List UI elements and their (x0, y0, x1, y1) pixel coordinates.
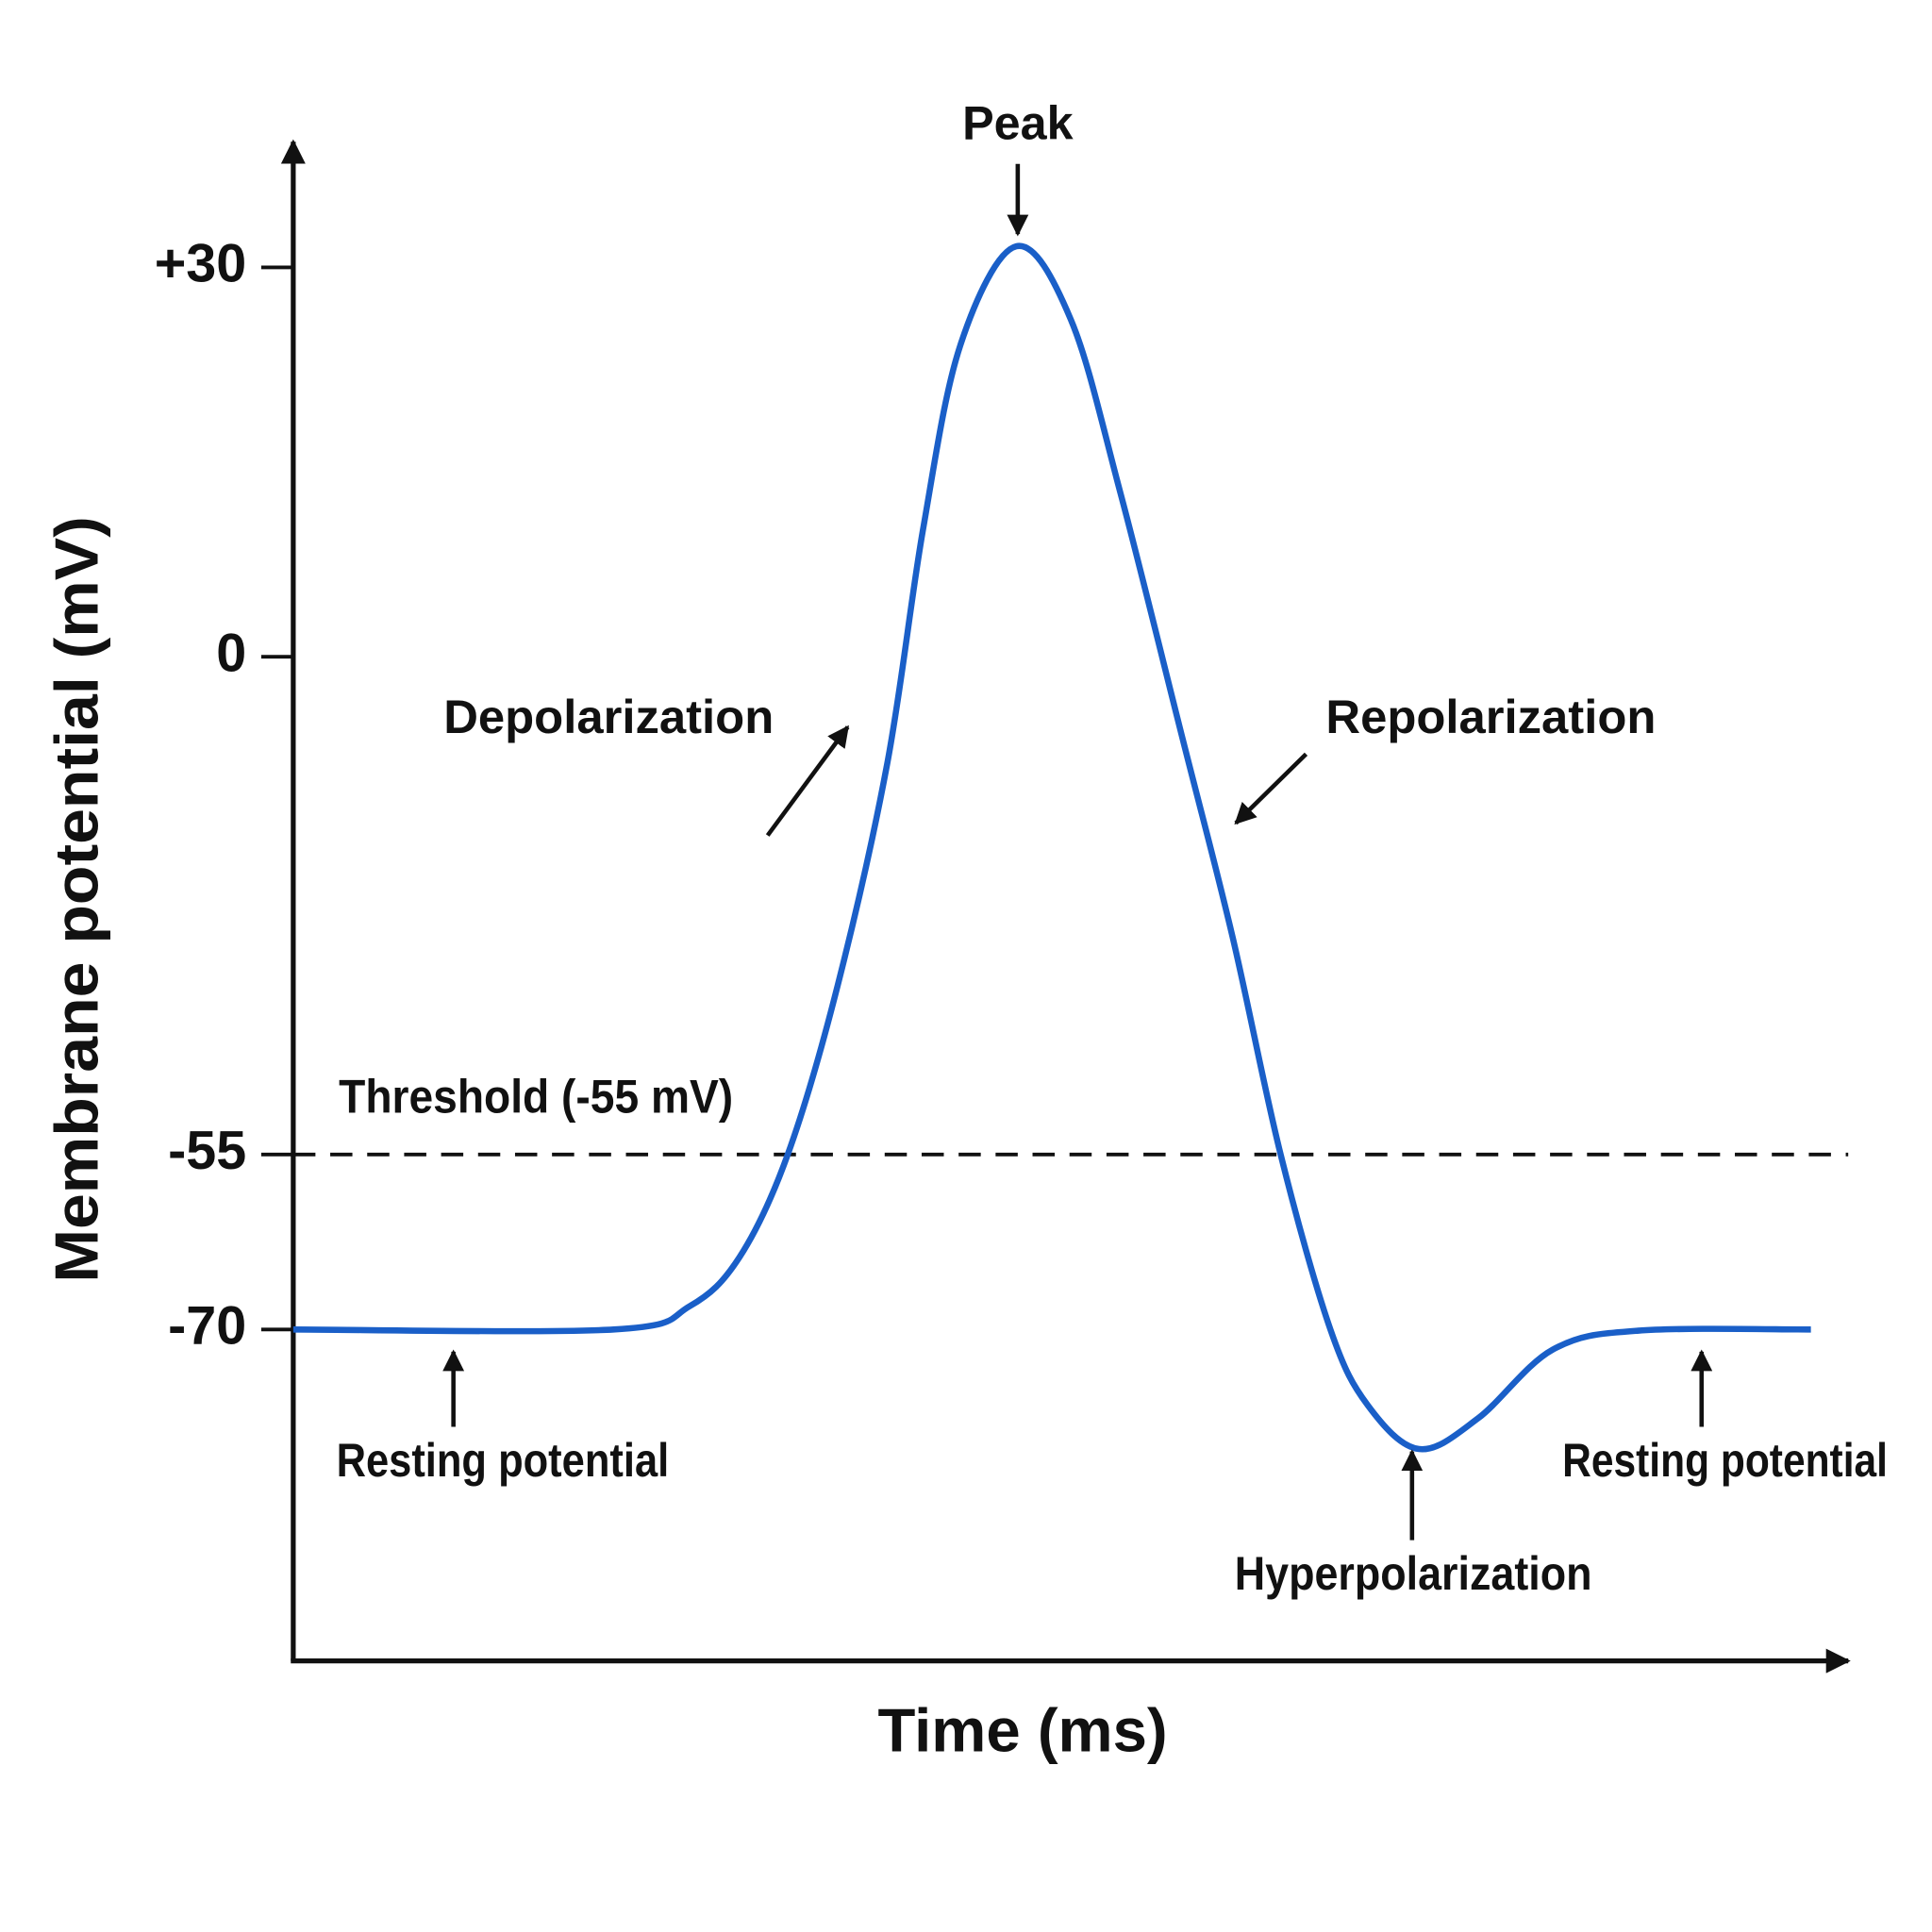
y-tick-label: -55 (168, 1121, 246, 1181)
annotation: Resting potential (1562, 1434, 1888, 1487)
series-line (292, 242, 1811, 1453)
annotation: Resting potential (337, 1434, 670, 1487)
y-tick-label: +30 (155, 234, 246, 294)
threshold-label: Threshold (-55 mV) (339, 1070, 733, 1123)
y-axis-title: Membrane potential (mV) (42, 516, 110, 1282)
annotation: Depolarization (443, 691, 774, 743)
x-axis-title: Time (ms) (877, 1695, 1167, 1764)
annotation: Hyperpolarization (1235, 1547, 1592, 1600)
y-tick-label: 0 (216, 623, 246, 683)
annotation-arrow (765, 724, 850, 837)
annotation: Peak (962, 97, 1074, 150)
y-tick-label: -70 (168, 1295, 246, 1356)
annotation-arrow (1234, 752, 1308, 825)
annotation: Repolarization (1325, 691, 1656, 743)
